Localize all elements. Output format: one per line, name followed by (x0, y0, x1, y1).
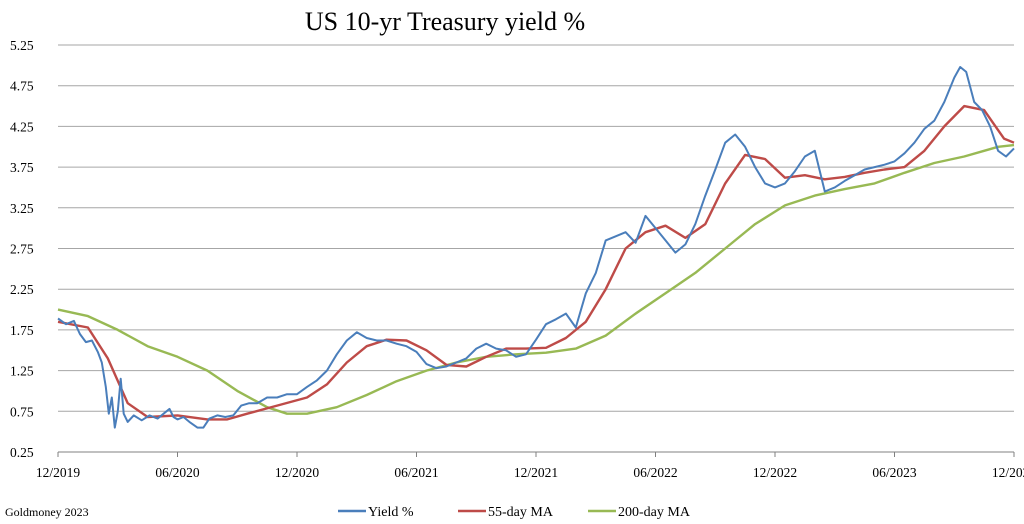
y-tick-label: 0.25 (10, 445, 34, 460)
x-tick-label: 06/2020 (155, 465, 200, 480)
x-tick-label: 06/2022 (633, 465, 677, 480)
grid (58, 44, 1014, 453)
y-tick-label: 1.25 (10, 364, 34, 379)
x-axis: 12/2019 06/2020 12/2020 06/2021 12/2021 06/20… (36, 451, 1024, 480)
x-tick-label: 12/2022 (753, 465, 797, 480)
series-line-2 (57, 143, 1015, 415)
x-tick-label: 06/2023 (872, 465, 917, 480)
y-tick-label: 5.25 (10, 38, 34, 53)
series-line-1 (57, 104, 1015, 421)
x-tick-label: 12/2023 (992, 465, 1024, 480)
y-tick-label: 4.25 (10, 119, 34, 134)
series-line-0 (57, 66, 1015, 429)
source-note: Goldmoney 2023 (5, 505, 89, 519)
y-tick-label: 2.75 (10, 242, 34, 257)
y-axis: 5.25 4.75 4.25 3.75 3.25 2.75 2.25 1.75 1.25 0.75… (10, 38, 34, 460)
y-tick-label: 1.75 (10, 323, 34, 338)
y-tick-label: 4.75 (10, 79, 34, 94)
y-tick-label: 2.25 (10, 282, 34, 297)
legend: Yield % 55-day MA 200-day MA (338, 505, 691, 520)
legend-label-0: Yield % (368, 505, 414, 520)
x-tick-label: 12/2020 (275, 465, 320, 480)
y-tick-label: 3.75 (10, 160, 34, 175)
y-tick-label: 0.75 (10, 404, 34, 419)
series-group (57, 66, 1015, 429)
legend-label-2: 200-day MA (618, 505, 691, 520)
chart-title: US 10-yr Treasury yield % (305, 7, 585, 36)
x-tick-label: 06/2021 (394, 465, 438, 480)
y-tick-label: 3.25 (10, 201, 34, 216)
x-tick-label: 12/2019 (36, 465, 81, 480)
legend-label-1: 55-day MA (488, 505, 554, 520)
x-tick-label: 12/2021 (514, 465, 558, 480)
